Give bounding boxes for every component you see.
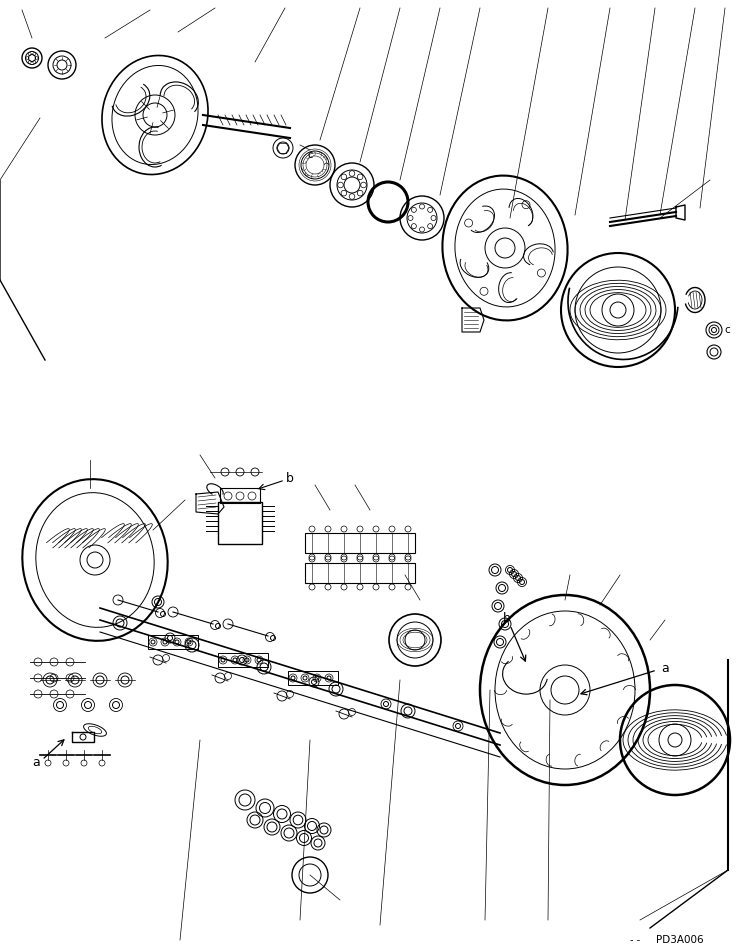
Text: c: c xyxy=(724,325,730,335)
Bar xyxy=(220,488,260,503)
Bar xyxy=(218,502,262,544)
Text: PD3A006: PD3A006 xyxy=(656,935,704,945)
Text: b: b xyxy=(286,471,294,485)
Bar xyxy=(148,635,198,649)
Text: a: a xyxy=(661,662,669,675)
Bar xyxy=(305,563,415,583)
Bar xyxy=(288,671,338,685)
Bar xyxy=(305,533,415,553)
Text: - -: - - xyxy=(630,935,640,945)
Text: c: c xyxy=(307,150,313,160)
Bar xyxy=(218,653,268,667)
Text: a: a xyxy=(32,756,40,768)
Text: b: b xyxy=(503,611,511,625)
